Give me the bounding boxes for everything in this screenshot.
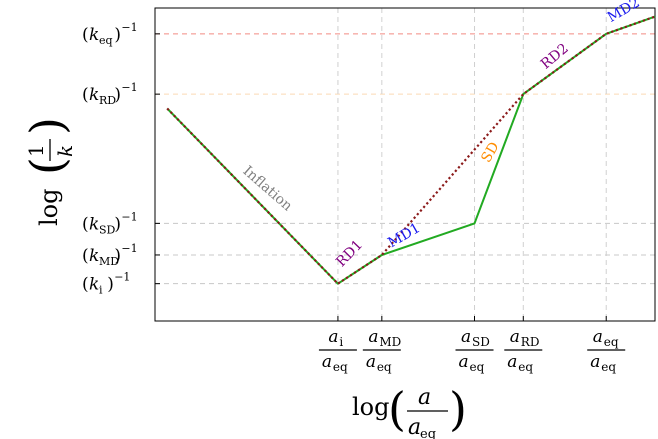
y-tick-symbol: k: [89, 246, 99, 266]
y-tick-exponent: −1: [114, 271, 130, 284]
x-tick-numerator: a: [593, 327, 603, 347]
y-tick-labels: (k eq) −1(k RD) −1(k SD) −1(k MD) −1(k i) −1: [82, 21, 138, 297]
y-axis-label-denominator: k: [53, 145, 77, 157]
x-tick-numerator: a: [368, 327, 378, 347]
x-tick-denominator: a: [590, 352, 600, 372]
x-axis-label: log ( a a eq ): [352, 382, 467, 439]
y-tick-label-krd: (k RD) −1: [82, 81, 138, 107]
x-tick-numerator: a: [461, 327, 471, 347]
y-tick-paren-left: (: [82, 275, 89, 295]
y-tick-subscript: eq: [99, 34, 113, 47]
x-tick-denominator-sub: eq: [518, 360, 533, 374]
y-tick-paren-left: (: [82, 214, 89, 234]
y-tick-label-ki: (k i) −1: [82, 271, 130, 297]
segment-label-sd: SD: [478, 139, 502, 165]
series-line-0: [166, 15, 656, 285]
y-tick-symbol: k: [89, 85, 99, 105]
series-layer: [166, 15, 656, 285]
y-tick-paren-left: (: [82, 85, 89, 105]
y-tick-exponent: −1: [121, 81, 137, 94]
y-tick-paren-right: ): [114, 246, 121, 266]
x-tick-numerator-sub: i: [339, 335, 343, 349]
x-tick-numerator-sub: eq: [604, 335, 619, 349]
y-axis-label-paren-right: ): [20, 117, 74, 135]
segment-label-inflation: Inflation: [240, 163, 296, 214]
y-tick-symbol: k: [89, 25, 99, 45]
x-tick-denominator: a: [459, 352, 469, 372]
y-axis-label-log: log: [35, 189, 63, 227]
segment-label-rd2: RD2: [538, 41, 572, 73]
y-tick-subscript: i: [99, 284, 103, 297]
x-tick-label-aeq: a eqa eq: [587, 327, 626, 374]
x-tick-denominator-sub: eq: [470, 360, 485, 374]
x-axis-label-denominator-sub: eq: [420, 427, 436, 439]
x-tick-label-ai: a ia eq: [318, 327, 357, 374]
x-axis-label-paren-left: (: [388, 382, 406, 436]
x-tick-label-ard: a RDa eq: [504, 327, 543, 374]
y-tick-label-ksd: (k SD) −1: [82, 210, 138, 236]
x-tick-label-amd: a MDa eq: [362, 327, 401, 374]
x-tick-numerator-sub: MD: [379, 335, 401, 349]
segment-label-rd1: RD1: [333, 237, 366, 270]
x-tick-numerator-sub: RD: [521, 335, 540, 349]
y-tick-paren-right: ): [114, 85, 121, 105]
x-tick-denominator-sub: eq: [601, 360, 616, 374]
x-axis-label-denominator: a: [408, 415, 421, 439]
x-tick-label-asd: a SDa eq: [455, 327, 494, 374]
x-tick-labels: a ia eqa MDa eqa SDa eqa RDa eqa eqa eq: [318, 327, 626, 374]
grid-layer: [155, 8, 655, 321]
y-axis-label: log ( 1 k ): [20, 117, 77, 226]
y-tick-subscript: RD: [99, 94, 116, 107]
y-tick-exponent: −1: [121, 242, 137, 255]
x-axis-label-paren-right: ): [449, 382, 467, 436]
y-tick-paren-left: (: [82, 246, 89, 266]
y-tick-symbol: k: [89, 275, 99, 295]
x-tick-numerator: a: [328, 327, 338, 347]
x-tick-denominator-sub: eq: [377, 360, 392, 374]
x-tick-denominator: a: [507, 352, 517, 372]
y-axis-label-numerator: 1: [24, 144, 48, 157]
x-tick-denominator: a: [366, 352, 376, 372]
y-tick-exponent: −1: [121, 210, 137, 223]
y-tick-paren-right: ): [114, 25, 121, 45]
y-tick-symbol: k: [89, 214, 99, 234]
x-tick-denominator-sub: eq: [333, 360, 348, 374]
y-tick-paren-left: (: [82, 25, 89, 45]
y-axis-label-paren-left: (: [20, 157, 74, 175]
y-tick-subscript: SD: [99, 223, 116, 236]
y-tick-subscript: MD: [99, 255, 119, 268]
y-tick-label-keq: (k eq) −1: [82, 21, 138, 47]
y-tick-label-kmd: (k MD) −1: [82, 242, 138, 268]
y-tick-exponent: −1: [121, 21, 137, 34]
x-tick-numerator-sub: SD: [472, 335, 490, 349]
y-tick-paren-right: ): [107, 275, 114, 295]
x-tick-numerator: a: [510, 327, 520, 347]
series-line-1: [166, 15, 656, 285]
y-tick-paren-right: ): [114, 214, 121, 234]
x-axis-label-numerator: a: [418, 385, 431, 410]
x-tick-denominator: a: [322, 352, 332, 372]
x-axis-label-log: log: [352, 393, 390, 421]
plot-frame: [154, 7, 656, 322]
